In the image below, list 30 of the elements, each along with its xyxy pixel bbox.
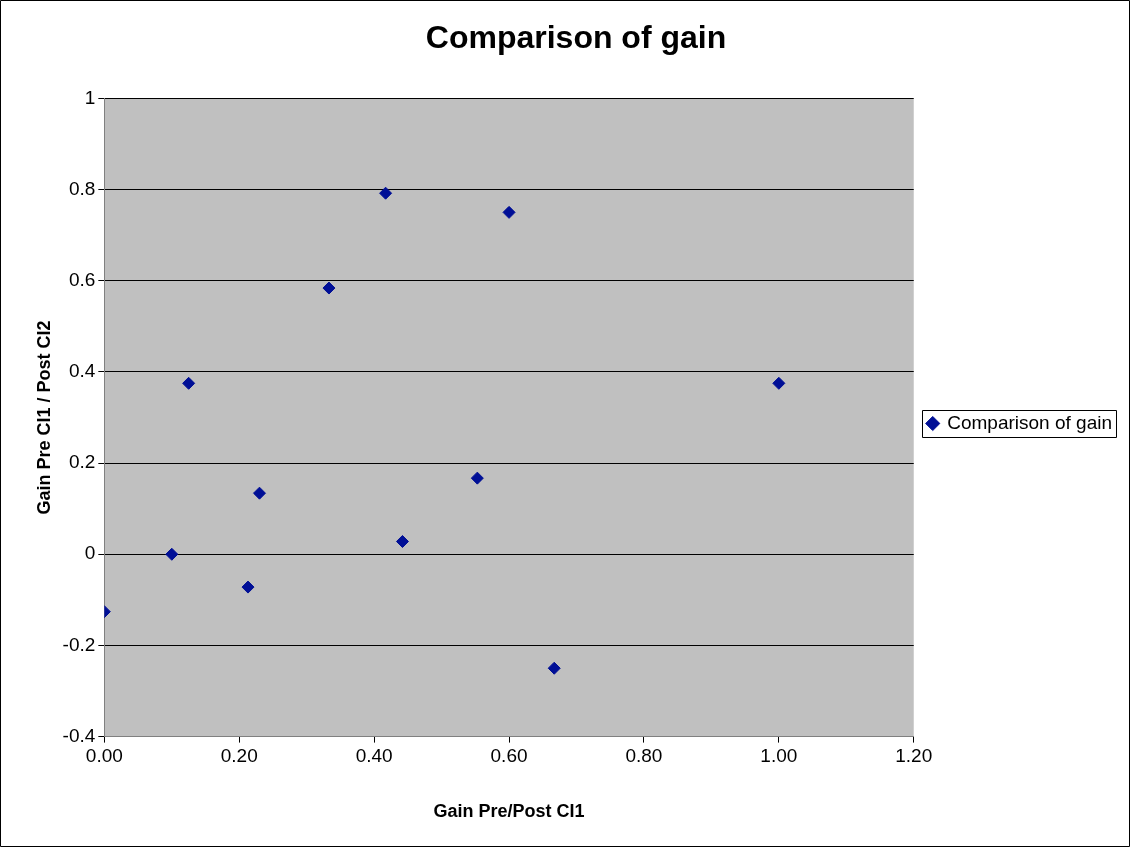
y-tick-label: 0.4 <box>68 360 96 382</box>
point <box>241 580 255 594</box>
point <box>470 471 484 485</box>
y-tick-label: 0.8 <box>68 177 96 199</box>
point <box>165 547 179 561</box>
legend-label: Comparison of gain <box>947 411 1113 433</box>
y-axis-title: Gain Pre CI1 / Post CI2 <box>33 320 54 515</box>
point <box>395 534 409 548</box>
y-tick-label: 0.6 <box>68 268 96 290</box>
x-tick-label: 1.20 <box>895 745 933 767</box>
point <box>182 376 196 390</box>
x-tick-label: 1.00 <box>760 745 798 767</box>
point <box>547 661 561 675</box>
y-tick-label: -0.4 <box>62 724 96 746</box>
x-tick-label: 0.60 <box>490 745 528 767</box>
y-tick-label: -0.2 <box>62 633 96 655</box>
x-tick-label: 0.80 <box>625 745 663 767</box>
x-axis-title: Gain Pre/Post CI1 <box>433 801 585 822</box>
point <box>379 186 393 200</box>
x-tick-label: 0.40 <box>355 745 393 767</box>
point <box>502 205 516 219</box>
x-tick-label: 0.20 <box>220 745 258 767</box>
point <box>772 376 786 390</box>
x-tick-label: 0.00 <box>85 745 123 767</box>
y-tick-label: 0.2 <box>68 451 96 473</box>
chart-title: Comparison of gain <box>425 19 727 56</box>
y-tick-label: 0 <box>84 542 96 564</box>
point <box>322 281 336 295</box>
y-tick-label: 1 <box>84 86 96 108</box>
point <box>252 486 266 500</box>
